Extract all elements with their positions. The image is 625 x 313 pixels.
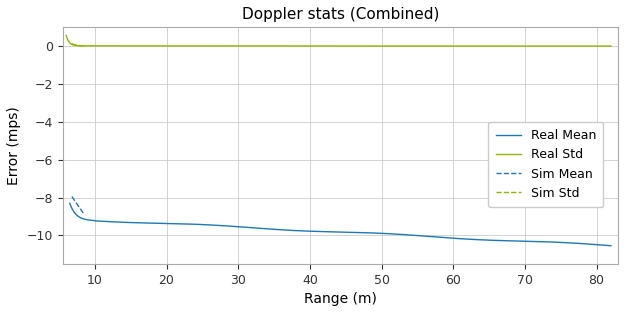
Sim Std (69, 42, 77, 46)
Real Std (202, 44, 210, 48)
Sim Std (72, 43, 79, 47)
Real Mean (205, 223, 212, 227)
Sim Std (71, 43, 78, 47)
Sim Mean (73, 202, 81, 206)
Sim Mean (72, 201, 80, 205)
Sim Std (70, 43, 78, 46)
Sim Mean (69, 195, 76, 199)
Sim Mean (74, 203, 81, 206)
Title: Doppler stats (Combined): Doppler stats (Combined) (242, 7, 439, 22)
Real Mean (607, 244, 614, 248)
Sim Std (81, 44, 88, 48)
Sim Std (77, 44, 84, 48)
Line: Sim Mean: Sim Mean (72, 197, 84, 214)
Sim Mean (77, 207, 84, 211)
Real Std (472, 44, 480, 48)
Sim Std (80, 44, 88, 48)
Real Std (309, 44, 316, 48)
Sim Mean (79, 211, 87, 214)
Sim Mean (77, 208, 84, 211)
Sim Mean (74, 203, 81, 207)
Sim Std (71, 43, 79, 47)
Sim Mean (71, 199, 79, 203)
Sim Mean (76, 206, 84, 210)
Sim Mean (75, 204, 82, 208)
Real Std (159, 44, 166, 48)
Sim Std (79, 44, 86, 48)
Sim Std (70, 43, 78, 46)
Sim Std (74, 44, 81, 47)
Legend: Real Mean, Real Std, Sim Mean, Sim Std: Real Mean, Real Std, Sim Mean, Sim Std (488, 121, 604, 207)
Sim Std (78, 44, 86, 48)
Sim Mean (69, 197, 77, 200)
Sim Std (75, 44, 82, 47)
Sim Mean (75, 205, 82, 209)
Real Std (607, 44, 614, 48)
Sim Std (73, 43, 81, 47)
Sim Std (79, 44, 87, 48)
Sim Std (75, 44, 82, 47)
Sim Std (68, 42, 76, 46)
Sim Mean (78, 208, 85, 212)
Y-axis label: Error (mps): Error (mps) (7, 106, 21, 185)
Real Mean (311, 229, 318, 233)
Line: Real Std: Real Std (66, 35, 611, 46)
Line: Real Mean: Real Mean (70, 203, 611, 246)
Sim Mean (78, 209, 86, 213)
Sim Mean (71, 198, 78, 202)
Sim Std (71, 43, 79, 47)
Real Mean (385, 232, 392, 236)
Sim Std (76, 44, 84, 48)
Sim Std (69, 42, 76, 46)
Sim Std (78, 44, 86, 48)
Sim Std (74, 44, 81, 47)
Sim Mean (69, 196, 76, 200)
Line: Sim Std: Sim Std (72, 44, 84, 46)
Sim Std (79, 44, 87, 48)
Sim Std (72, 43, 80, 47)
Sim Std (76, 44, 83, 48)
Sim Std (78, 44, 85, 48)
Real Mean (66, 201, 74, 205)
Sim Mean (71, 200, 79, 203)
Real Mean (474, 238, 481, 242)
Sim Std (69, 42, 76, 46)
Sim Mean (76, 206, 83, 209)
Real Std (383, 44, 391, 48)
Sim Mean (81, 213, 88, 216)
Real Std (62, 33, 70, 37)
Sim Mean (72, 200, 79, 204)
Sim Mean (78, 209, 86, 213)
Real Std (426, 44, 434, 48)
Sim Mean (70, 197, 78, 201)
Sim Mean (79, 210, 86, 214)
Sim Mean (79, 211, 87, 215)
Sim Mean (68, 195, 76, 198)
Sim Std (74, 44, 82, 47)
Real Mean (428, 235, 435, 239)
X-axis label: Range (m): Range (m) (304, 292, 377, 306)
Sim Mean (72, 202, 80, 205)
Sim Std (77, 44, 84, 48)
Sim Mean (80, 212, 88, 216)
Real Mean (162, 222, 169, 225)
Sim Mean (70, 198, 78, 202)
Sim Std (72, 43, 80, 47)
Sim Mean (74, 204, 82, 208)
